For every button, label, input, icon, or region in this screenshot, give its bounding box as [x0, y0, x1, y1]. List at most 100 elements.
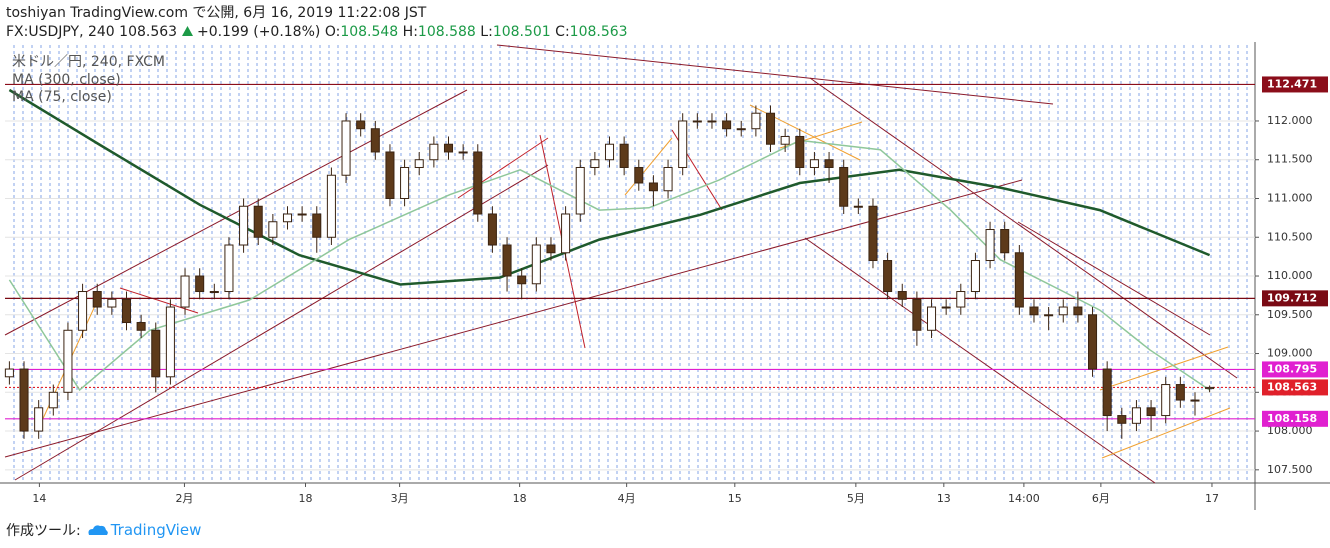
header: toshiyan TradingView.com で公開, 6月 16, 201…: [6, 4, 628, 42]
candle-body: [1146, 407, 1156, 417]
candle-body: [619, 143, 629, 168]
candle-body: [780, 135, 790, 145]
level-label-bg: [1262, 379, 1328, 396]
candle-body: [268, 221, 278, 238]
quote-line: FX:USDJPY, 240 108.563 +0.199 (+0.18%) O…: [6, 23, 628, 42]
candle-body: [546, 244, 556, 254]
ohlc-value: 108.548: [340, 24, 399, 40]
y-tick-label: 110.000: [1267, 269, 1313, 282]
symbol: FX:USDJPY, 240 108.563: [6, 24, 178, 40]
candle-body: [385, 151, 395, 199]
legend-entry: MA (300, close): [12, 72, 121, 88]
candle-body: [92, 291, 102, 308]
candle-body: [48, 391, 58, 409]
candle-body: [1044, 314, 1054, 317]
logo: [88, 525, 108, 535]
candle-body: [1000, 229, 1010, 254]
x-tick-label: 14:00: [1008, 492, 1040, 505]
y-tick-label: 109.500: [1267, 308, 1313, 321]
x-tick-label: 13: [937, 492, 951, 505]
drawings: [4, 44, 1238, 484]
level-label: 108.563: [1267, 380, 1317, 393]
candle-body: [1190, 399, 1200, 402]
candle-body: [868, 205, 878, 262]
candle-body: [926, 306, 937, 331]
candle-body: [1205, 386, 1215, 390]
x-tick-label: 17: [1205, 492, 1219, 505]
trend-line: [4, 179, 1023, 458]
level-label: 109.712: [1267, 291, 1317, 304]
level-label-bg: [1262, 76, 1328, 93]
candle-body: [985, 229, 995, 262]
level-label-bg: [1262, 410, 1328, 427]
candle-body: [282, 213, 293, 223]
x-tick-label: 3月: [391, 492, 409, 505]
footer: 作成ツール: TradingView: [6, 520, 201, 540]
candle-body: [341, 120, 351, 176]
candle-body: [517, 275, 527, 285]
x-tick-label: 18: [298, 492, 312, 505]
y-tick-label: 111.000: [1267, 191, 1313, 204]
candle-body: [795, 135, 805, 168]
candle-body: [136, 322, 146, 331]
candle-body: [648, 182, 658, 192]
y-tick-label: 111.500: [1267, 153, 1313, 166]
candle-body: [209, 291, 219, 294]
trend-line: [14, 164, 549, 481]
candle-body: [883, 260, 893, 293]
x-tick-label: 15: [728, 492, 742, 505]
candle-body: [107, 298, 117, 308]
candle-body: [443, 143, 454, 153]
candle-body: [824, 159, 834, 168]
legend-entry: MA (75, close): [12, 89, 112, 105]
x-tick-label: 18: [513, 492, 527, 505]
candle-body: [253, 205, 263, 238]
ma-line: [8, 139, 1211, 392]
candle-body: [590, 159, 600, 168]
y-tick-label: 108.000: [1267, 424, 1313, 437]
candle-body: [678, 120, 688, 168]
candle-body: [458, 151, 468, 154]
trend-line: [804, 237, 1156, 484]
candle-body: [326, 174, 336, 238]
ohlc-label: L:: [480, 24, 493, 40]
candle-body: [839, 166, 849, 207]
publish-line: toshiyan TradingView.com で公開, 6月 16, 201…: [6, 5, 427, 21]
candle-body: [78, 291, 88, 331]
x-tick-label: 4月: [618, 492, 636, 505]
channel-line: [1099, 346, 1229, 391]
x-tick-label: 5月: [847, 492, 865, 505]
candle-body: [1058, 306, 1068, 316]
candle-body: [400, 166, 410, 199]
candle-body: [429, 143, 439, 161]
x-tick-label: 6月: [1092, 492, 1110, 505]
candle-body: [487, 213, 497, 246]
candle-body: [195, 275, 205, 293]
candle-body: [634, 166, 644, 184]
up-arrow: [181, 26, 193, 36]
candle-body: [473, 151, 483, 215]
candle-body: [414, 159, 424, 168]
chart: 米ドル／円, 240, FXCM 107.500108.000108.50010…: [0, 42, 1330, 510]
ohlc-value: 108.501: [492, 24, 551, 40]
level-label-bg: [1262, 361, 1328, 378]
trend-line: [496, 44, 1054, 105]
candle-body: [561, 213, 571, 254]
ohlc-label: C:: [555, 24, 570, 40]
candle-body: [1102, 368, 1112, 417]
candle-body: [151, 329, 161, 378]
candle-body: [165, 306, 175, 378]
candle-body: [853, 205, 863, 208]
candle-body: [312, 213, 322, 238]
x-tick-label: 14: [32, 492, 46, 505]
candle-body: [1131, 407, 1141, 424]
candle-body: [941, 306, 951, 309]
candle-body: [297, 213, 307, 216]
candle-body: [19, 368, 29, 432]
level-label-bg: [1262, 290, 1328, 307]
symbol-legend: 米ドル／円, 240, FXCM: [12, 54, 165, 70]
y-tick-label: 109.000: [1267, 347, 1313, 360]
trend-line: [457, 137, 549, 199]
ohlc-value: 108.588: [417, 24, 476, 40]
